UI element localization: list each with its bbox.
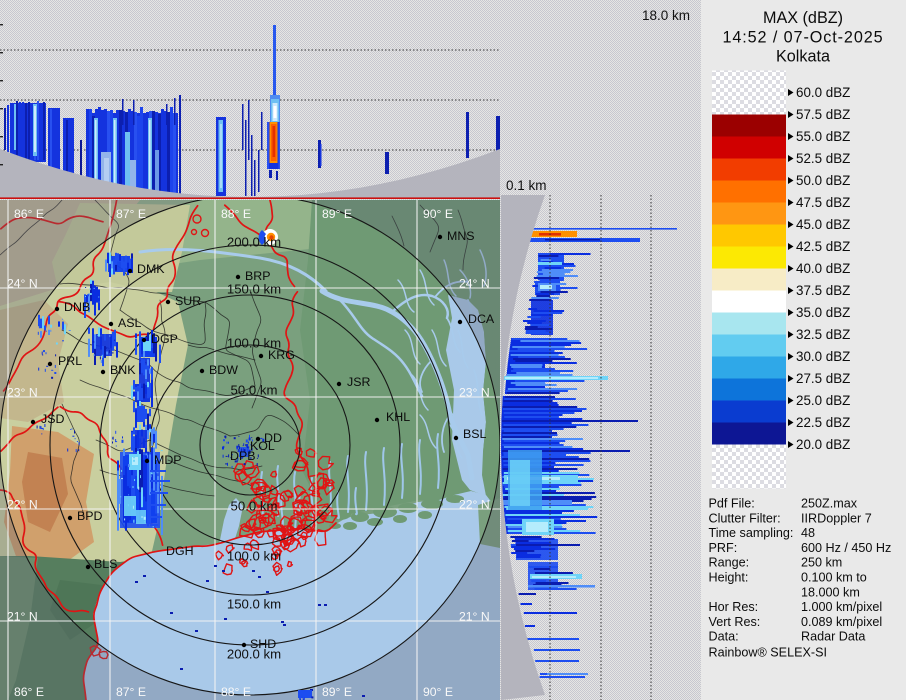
svg-text:IIRDoppler 7: IIRDoppler 7 xyxy=(801,511,872,525)
svg-text:14:52 / 07-Oct-2025: 14:52 / 07-Oct-2025 xyxy=(722,29,883,47)
svg-text:50.0 km: 50.0 km xyxy=(231,499,278,514)
svg-text:90° E: 90° E xyxy=(423,685,453,699)
svg-text:88° E: 88° E xyxy=(221,685,251,699)
svg-text:88° E: 88° E xyxy=(221,207,251,221)
svg-text:Height:: Height: xyxy=(709,571,749,585)
svg-text:Kolkata: Kolkata xyxy=(776,48,830,66)
svg-text:KOL: KOL xyxy=(250,439,275,453)
svg-text:BSL: BSL xyxy=(463,427,487,441)
svg-text:MAX (dBZ): MAX (dBZ) xyxy=(763,9,843,27)
svg-text:MDP: MDP xyxy=(154,453,182,467)
svg-text:600 Hz / 450 Hz: 600 Hz / 450 Hz xyxy=(801,541,891,555)
svg-text:21° N: 21° N xyxy=(7,610,38,624)
svg-text:Range:: Range: xyxy=(709,556,750,570)
svg-text:BDW: BDW xyxy=(209,363,238,377)
svg-text:DD: DD xyxy=(264,431,282,445)
svg-text:SHD: SHD xyxy=(250,637,276,651)
svg-text:37.5 dBZ: 37.5 dBZ xyxy=(796,283,850,298)
svg-text:Data:: Data: xyxy=(709,630,739,644)
svg-text:45.0 dBZ: 45.0 dBZ xyxy=(796,217,850,232)
svg-text:22° N: 22° N xyxy=(7,498,38,512)
svg-text:BNK: BNK xyxy=(110,363,136,377)
svg-text:150.0 km: 150.0 km xyxy=(227,597,281,612)
svg-text:Hor Res:: Hor Res: xyxy=(709,600,759,614)
svg-text:Time sampling:: Time sampling: xyxy=(709,526,794,540)
svg-text:JSR: JSR xyxy=(347,375,370,389)
svg-text:22° N: 22° N xyxy=(459,498,490,512)
svg-text:Radar Data: Radar Data xyxy=(801,630,865,644)
svg-text:ASL: ASL xyxy=(118,316,142,330)
svg-text:DGP: DGP xyxy=(151,332,178,346)
svg-text:47.5 dBZ: 47.5 dBZ xyxy=(796,195,850,210)
svg-text:JSD: JSD xyxy=(41,412,64,426)
svg-text:86° E: 86° E xyxy=(14,207,44,221)
svg-text:DNB: DNB xyxy=(64,300,90,314)
svg-text:52.5 dBZ: 52.5 dBZ xyxy=(796,151,850,166)
svg-text:48: 48 xyxy=(801,526,815,540)
svg-text:22.5 dBZ: 22.5 dBZ xyxy=(796,415,850,430)
svg-text:200.0 km: 200.0 km xyxy=(227,647,281,662)
svg-text:BLS: BLS xyxy=(94,557,117,571)
svg-text:DGH: DGH xyxy=(166,544,194,558)
svg-text:21° N: 21° N xyxy=(459,610,490,624)
svg-text:23° N: 23° N xyxy=(7,386,38,400)
svg-text:150.0 km: 150.0 km xyxy=(227,282,281,297)
svg-text:Clutter Filter:: Clutter Filter: xyxy=(709,511,781,525)
svg-text:32.5 dBZ: 32.5 dBZ xyxy=(796,327,850,342)
svg-text:25.0 dBZ: 25.0 dBZ xyxy=(796,393,850,408)
svg-text:27.5 dBZ: 27.5 dBZ xyxy=(796,371,850,386)
svg-text:0.1 km: 0.1 km xyxy=(506,178,547,193)
svg-text:250 km: 250 km xyxy=(801,556,842,570)
svg-text:200.0 km: 200.0 km xyxy=(227,235,281,250)
svg-text:18.0 km: 18.0 km xyxy=(642,8,690,23)
svg-text:87° E: 87° E xyxy=(116,685,146,699)
svg-text:0.089 km/pixel: 0.089 km/pixel xyxy=(801,615,882,629)
svg-text:18.000 km: 18.000 km xyxy=(801,585,860,599)
svg-text:100.0 km: 100.0 km xyxy=(227,549,281,564)
svg-text:86° E: 86° E xyxy=(14,685,44,699)
svg-text:24° N: 24° N xyxy=(459,277,490,291)
svg-text:23° N: 23° N xyxy=(459,386,490,400)
svg-text:50.0 km: 50.0 km xyxy=(231,383,278,398)
svg-text:Vert Res:: Vert Res: xyxy=(709,615,761,629)
svg-text:MNS: MNS xyxy=(447,229,475,243)
svg-text:90° E: 90° E xyxy=(423,207,453,221)
svg-text:50.0 dBZ: 50.0 dBZ xyxy=(796,173,850,188)
svg-text:40.0 dBZ: 40.0 dBZ xyxy=(796,261,850,276)
svg-text:42.5 dBZ: 42.5 dBZ xyxy=(796,239,850,254)
svg-text:BRP: BRP xyxy=(245,269,270,283)
svg-text:20.0 dBZ: 20.0 dBZ xyxy=(796,437,850,452)
svg-text:Rainbow® SELEX-SI: Rainbow® SELEX-SI xyxy=(709,646,827,660)
svg-text:89° E: 89° E xyxy=(322,685,352,699)
svg-text:DPB: DPB xyxy=(230,449,255,463)
svg-text:SUR: SUR xyxy=(175,294,201,308)
svg-text:87° E: 87° E xyxy=(116,207,146,221)
svg-text:KRG: KRG xyxy=(268,348,295,362)
svg-text:PRF:: PRF: xyxy=(709,541,738,555)
svg-text:24° N: 24° N xyxy=(7,277,38,291)
svg-text:250Z.max: 250Z.max xyxy=(801,497,858,511)
svg-text:0.100 km to: 0.100 km to xyxy=(801,571,867,585)
svg-text:DCA: DCA xyxy=(468,312,495,326)
svg-text:57.5 dBZ: 57.5 dBZ xyxy=(796,107,850,122)
svg-text:Pdf File:: Pdf File: xyxy=(709,497,755,511)
svg-text:BPD: BPD xyxy=(77,509,103,523)
svg-text:PRL: PRL xyxy=(58,354,82,368)
svg-text:1.000 km/pixel: 1.000 km/pixel xyxy=(801,600,882,614)
svg-text:KHL: KHL xyxy=(386,410,410,424)
svg-text:100.0 km: 100.0 km xyxy=(227,336,281,351)
svg-text:89° E: 89° E xyxy=(322,207,352,221)
svg-text:DMK: DMK xyxy=(137,262,165,276)
svg-text:55.0 dBZ: 55.0 dBZ xyxy=(796,129,850,144)
svg-text:35.0 dBZ: 35.0 dBZ xyxy=(796,305,850,320)
svg-text:30.0 dBZ: 30.0 dBZ xyxy=(796,349,850,364)
svg-text:60.0 dBZ: 60.0 dBZ xyxy=(796,85,850,100)
